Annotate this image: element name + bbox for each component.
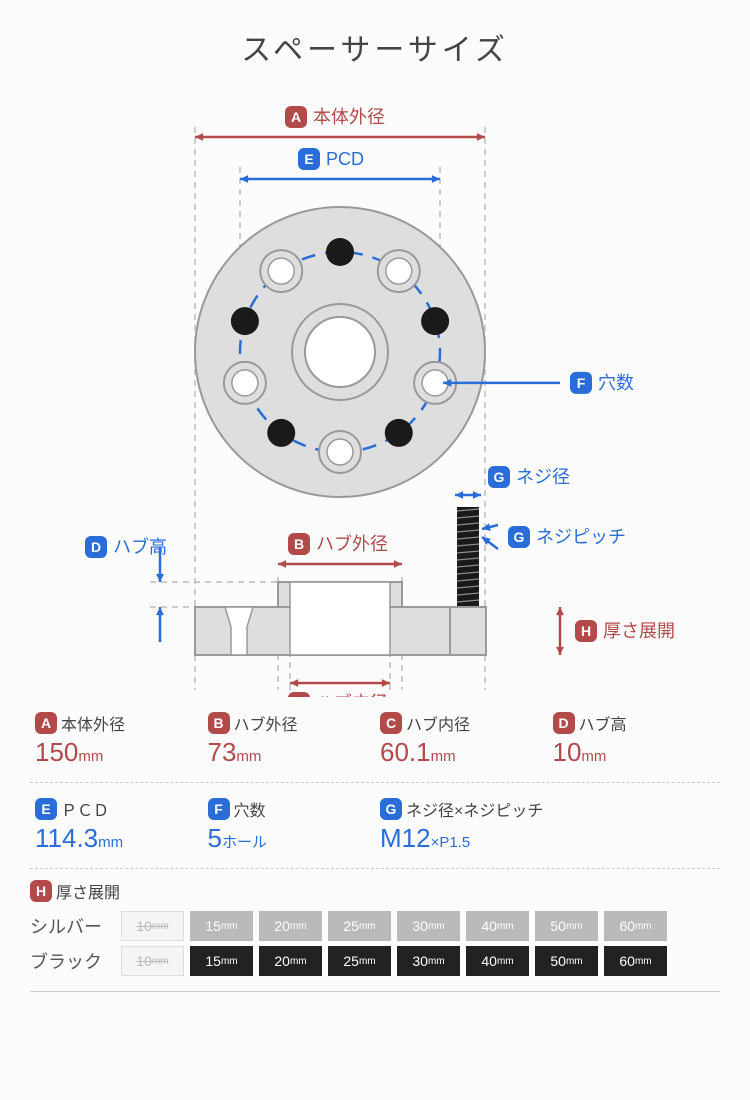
svg-text:穴数: 穴数 (598, 373, 634, 393)
svg-text:B: B (294, 536, 304, 552)
svg-text:A: A (291, 109, 301, 125)
badge-h: H (30, 880, 52, 902)
spec-A: A本体外径 150mm (30, 707, 203, 772)
svg-text:ネジピッチ: ネジピッチ (536, 527, 626, 547)
thickness-chip: 15mm (190, 911, 253, 941)
svg-text:C: C (294, 695, 304, 697)
thickness-chip: 50mm (535, 911, 598, 941)
svg-text:G: G (514, 529, 525, 545)
thickness-chip: 20mm (259, 911, 322, 941)
svg-text:ネジ径: ネジ径 (516, 467, 570, 487)
svg-text:厚さ展開: 厚さ展開 (603, 621, 675, 641)
page-title: スペーサーサイズ (30, 25, 720, 69)
thickness-row: ブラック10mm15mm20mm25mm30mm40mm50mm60mm (30, 946, 720, 976)
svg-text:ハブ内径: ハブ内径 (316, 692, 388, 697)
thickness-row: シルバー10mm15mm20mm25mm30mm40mm50mm60mm (30, 911, 720, 941)
spec-B: Bハブ外径 73mm (203, 707, 376, 772)
thickness-chip: 40mm (466, 911, 529, 941)
svg-text:F: F (577, 375, 586, 391)
svg-text:ハブ外径: ハブ外径 (316, 533, 388, 554)
spec-F: F穴数 5ホール (203, 793, 376, 858)
spec-C: Cハブ内径 60.1mm (375, 707, 548, 772)
thickness-chip: 10mm (121, 911, 184, 941)
svg-text:D: D (91, 539, 101, 555)
thickness-chip: 10mm (121, 946, 184, 976)
svg-text:E: E (304, 151, 313, 167)
thickness-chip: 60mm (604, 911, 667, 941)
svg-text:ハブ高: ハブ高 (113, 536, 167, 557)
spacer-diagram: A 本体外径 E PCD F 穴数 B ハブ外径 C ハブ内径 D ハブ高 H 厚さ展開 G ネジ径 G ネジピッ… (30, 87, 720, 697)
thickness-chip: 50mm (535, 946, 598, 976)
thickness-chip: 25mm (328, 911, 391, 941)
thickness-chip: 30mm (397, 911, 460, 941)
color-label: ブラック (30, 948, 115, 974)
thickness-chip: 40mm (466, 946, 529, 976)
svg-text:G: G (494, 469, 505, 485)
color-label: シルバー (30, 913, 115, 939)
spec-D: Dハブ高 10mm (548, 707, 721, 772)
thickness-label: 厚さ展開 (56, 879, 120, 903)
spec-G: Gネジ径×ネジピッチ M12×P1.5 (375, 793, 720, 858)
svg-text:PCD: PCD (326, 149, 364, 169)
spec-row: EＰＣＤ 114.3mmF穴数 5ホールGネジ径×ネジピッチ M12×P1.5 (30, 783, 720, 869)
thickness-chip: 20mm (259, 946, 322, 976)
svg-text:本体外径: 本体外径 (313, 107, 385, 127)
svg-text:H: H (581, 623, 591, 639)
spec-row: A本体外径 150mmBハブ外径 73mmCハブ内径 60.1mmDハブ高 10… (30, 697, 720, 783)
thickness-chip: 60mm (604, 946, 667, 976)
thickness-section: H 厚さ展開 シルバー10mm15mm20mm25mm30mm40mm50mm6… (30, 869, 720, 992)
thickness-chip: 15mm (190, 946, 253, 976)
thickness-chip: 30mm (397, 946, 460, 976)
spec-E: EＰＣＤ 114.3mm (30, 793, 203, 858)
thickness-chip: 25mm (328, 946, 391, 976)
